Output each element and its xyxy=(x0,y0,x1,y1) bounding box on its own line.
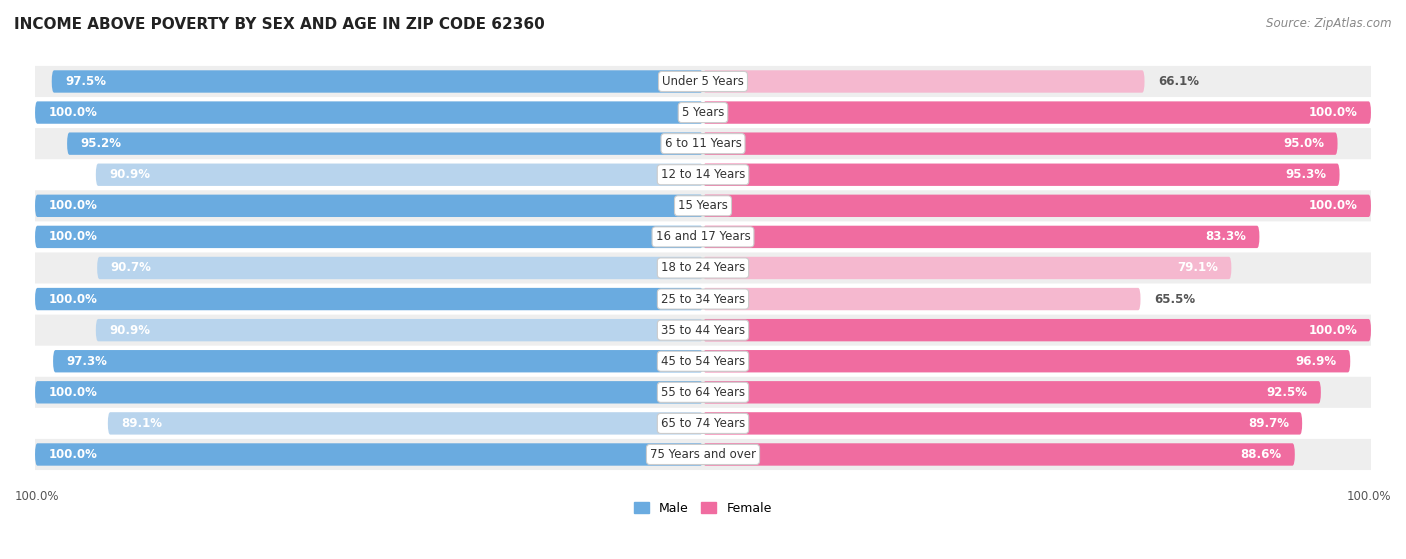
Text: 75 Years and over: 75 Years and over xyxy=(650,448,756,461)
Text: 25 to 34 Years: 25 to 34 Years xyxy=(661,292,745,306)
Legend: Male, Female: Male, Female xyxy=(630,497,776,520)
Text: 88.6%: 88.6% xyxy=(1240,448,1281,461)
FancyBboxPatch shape xyxy=(52,70,703,93)
Text: 100.0%: 100.0% xyxy=(48,448,97,461)
FancyBboxPatch shape xyxy=(35,439,1371,470)
Text: 45 to 54 Years: 45 to 54 Years xyxy=(661,355,745,368)
Text: 100.0%: 100.0% xyxy=(48,292,97,306)
Text: 65 to 74 Years: 65 to 74 Years xyxy=(661,417,745,430)
Text: 16 and 17 Years: 16 and 17 Years xyxy=(655,230,751,243)
Text: 66.1%: 66.1% xyxy=(1159,75,1199,88)
FancyBboxPatch shape xyxy=(35,226,703,248)
FancyBboxPatch shape xyxy=(35,128,1371,159)
Text: 100.0%: 100.0% xyxy=(48,386,97,399)
Text: 89.1%: 89.1% xyxy=(121,417,162,430)
Text: 100.0%: 100.0% xyxy=(48,230,97,243)
FancyBboxPatch shape xyxy=(35,315,1371,345)
FancyBboxPatch shape xyxy=(67,132,703,155)
FancyBboxPatch shape xyxy=(703,350,1350,372)
Text: 55 to 64 Years: 55 to 64 Years xyxy=(661,386,745,399)
FancyBboxPatch shape xyxy=(35,253,1371,283)
FancyBboxPatch shape xyxy=(35,101,703,124)
Text: 90.9%: 90.9% xyxy=(110,324,150,337)
Text: 95.0%: 95.0% xyxy=(1284,137,1324,150)
FancyBboxPatch shape xyxy=(703,257,1232,279)
Text: 12 to 14 Years: 12 to 14 Years xyxy=(661,168,745,181)
Text: 100.0%: 100.0% xyxy=(1309,200,1358,212)
Text: 100.0%: 100.0% xyxy=(48,106,97,119)
Text: 100.0%: 100.0% xyxy=(1347,490,1391,503)
Text: 79.1%: 79.1% xyxy=(1177,262,1218,274)
FancyBboxPatch shape xyxy=(35,190,1371,221)
Text: 100.0%: 100.0% xyxy=(48,200,97,212)
FancyBboxPatch shape xyxy=(703,195,1371,217)
Text: INCOME ABOVE POVERTY BY SEX AND AGE IN ZIP CODE 62360: INCOME ABOVE POVERTY BY SEX AND AGE IN Z… xyxy=(14,17,544,32)
FancyBboxPatch shape xyxy=(703,319,1371,342)
Text: 97.5%: 97.5% xyxy=(65,75,105,88)
Text: 89.7%: 89.7% xyxy=(1247,417,1289,430)
FancyBboxPatch shape xyxy=(96,164,703,186)
FancyBboxPatch shape xyxy=(53,350,703,372)
Text: 92.5%: 92.5% xyxy=(1267,386,1308,399)
FancyBboxPatch shape xyxy=(96,319,703,342)
Text: 100.0%: 100.0% xyxy=(1309,324,1358,337)
Text: 83.3%: 83.3% xyxy=(1205,230,1246,243)
Text: 100.0%: 100.0% xyxy=(15,490,59,503)
FancyBboxPatch shape xyxy=(108,412,703,434)
Text: 6 to 11 Years: 6 to 11 Years xyxy=(665,137,741,150)
FancyBboxPatch shape xyxy=(97,257,703,279)
Text: 95.3%: 95.3% xyxy=(1285,168,1326,181)
FancyBboxPatch shape xyxy=(35,288,703,310)
Text: 18 to 24 Years: 18 to 24 Years xyxy=(661,262,745,274)
FancyBboxPatch shape xyxy=(35,66,1371,97)
FancyBboxPatch shape xyxy=(35,381,703,404)
Text: 100.0%: 100.0% xyxy=(1309,106,1358,119)
Text: 90.7%: 90.7% xyxy=(111,262,152,274)
Text: 90.9%: 90.9% xyxy=(110,168,150,181)
FancyBboxPatch shape xyxy=(703,443,1295,466)
FancyBboxPatch shape xyxy=(703,70,1144,93)
Text: Under 5 Years: Under 5 Years xyxy=(662,75,744,88)
Text: 97.3%: 97.3% xyxy=(66,355,107,368)
FancyBboxPatch shape xyxy=(703,412,1302,434)
Text: 35 to 44 Years: 35 to 44 Years xyxy=(661,324,745,337)
FancyBboxPatch shape xyxy=(703,132,1337,155)
FancyBboxPatch shape xyxy=(703,226,1260,248)
Text: 5 Years: 5 Years xyxy=(682,106,724,119)
Text: Source: ZipAtlas.com: Source: ZipAtlas.com xyxy=(1267,17,1392,30)
Text: 95.2%: 95.2% xyxy=(80,137,121,150)
FancyBboxPatch shape xyxy=(703,288,1140,310)
Text: 65.5%: 65.5% xyxy=(1154,292,1195,306)
FancyBboxPatch shape xyxy=(35,443,703,466)
FancyBboxPatch shape xyxy=(35,195,703,217)
FancyBboxPatch shape xyxy=(703,381,1320,404)
Text: 15 Years: 15 Years xyxy=(678,200,728,212)
FancyBboxPatch shape xyxy=(703,164,1340,186)
FancyBboxPatch shape xyxy=(703,101,1371,124)
FancyBboxPatch shape xyxy=(35,377,1371,408)
Text: 96.9%: 96.9% xyxy=(1296,355,1337,368)
